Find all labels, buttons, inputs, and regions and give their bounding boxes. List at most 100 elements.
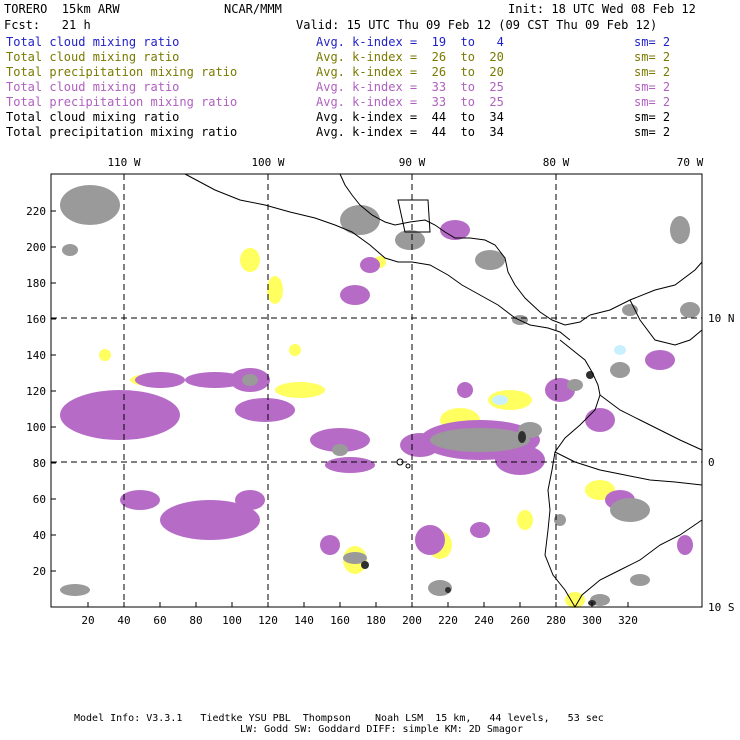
- latitude-label: 0: [708, 456, 715, 469]
- y-tick-label: 140: [26, 349, 46, 362]
- cloud-gray: [475, 250, 505, 270]
- x-tick-label: 220: [438, 614, 458, 627]
- forecast-hour: Fcst: 21 h: [4, 18, 91, 32]
- cloud-purple: [135, 372, 185, 388]
- cloud-gray: [332, 444, 348, 456]
- y-tick-label: 60: [33, 493, 46, 506]
- cloud-gray: [242, 374, 258, 386]
- cloud-cyan: [492, 395, 508, 405]
- cloud-purple: [495, 445, 545, 475]
- x-tick-label: 160: [330, 614, 350, 627]
- longitude-label: 70 W: [677, 156, 704, 169]
- cloud-gray: [60, 185, 120, 225]
- valid-time: Valid: 15 UTC Thu 09 Feb 12 (09 CST Thu …: [296, 18, 658, 32]
- legend-field: Total cloud mixing ratio: [6, 50, 180, 64]
- cloud-yellow: [267, 276, 283, 304]
- cloud-gray: [343, 552, 367, 564]
- legend-kindex: Avg. k-index = 33 to 25: [316, 95, 504, 109]
- x-tick-label: 40: [117, 614, 130, 627]
- x-tick-label: 280: [546, 614, 566, 627]
- x-tick-label: 20: [81, 614, 94, 627]
- cloud-purple: [185, 372, 245, 388]
- legend-field: Total precipitation mixing ratio: [6, 65, 238, 79]
- legend-smoothing: sm= 2: [634, 110, 671, 124]
- legend-field: Total cloud mixing ratio: [6, 80, 180, 94]
- x-tick-label: 260: [510, 614, 530, 627]
- legend-smoothing: sm= 2: [634, 65, 671, 79]
- forecast-fields: [60, 185, 700, 608]
- y-tick-label: 220: [26, 205, 46, 218]
- y-tick-label: 40: [33, 529, 46, 542]
- cloud-gray: [430, 428, 530, 452]
- cloud-gray: [680, 302, 700, 318]
- legend-kindex: Avg. k-index = 33 to 25: [316, 80, 504, 94]
- cloud-yellow: [488, 390, 532, 410]
- longitude-label: 80 W: [543, 156, 570, 169]
- cloud-cyan: [614, 345, 626, 355]
- legend-kindex: Avg. k-index = 19 to 4: [316, 35, 504, 49]
- cloud-core: [518, 431, 526, 443]
- lat-lon-grid: [51, 174, 702, 607]
- legend-kindex: Avg. k-index = 44 to 34: [316, 110, 504, 124]
- cloud-gray: [622, 304, 638, 316]
- y-tick-label: 200: [26, 241, 46, 254]
- cloud-gray: [610, 498, 650, 522]
- cloud-purple: [235, 490, 265, 510]
- x-tick-label: 240: [474, 614, 494, 627]
- x-tick-label: 200: [402, 614, 422, 627]
- longitude-label: 90 W: [399, 156, 426, 169]
- cloud-gray: [670, 216, 690, 244]
- latitude-label: 10 N: [708, 312, 735, 325]
- y-tick-label: 120: [26, 385, 46, 398]
- legend-smoothing: sm= 2: [634, 50, 671, 64]
- y-tick-label: 180: [26, 277, 46, 290]
- cloud-yellow: [517, 510, 533, 530]
- map-background: [51, 174, 702, 607]
- cloud-purple: [310, 428, 370, 452]
- cloud-purple: [415, 525, 445, 555]
- x-tick-label: 100: [222, 614, 242, 627]
- cloud-purple: [677, 535, 693, 555]
- legend-smoothing: sm= 2: [634, 35, 671, 49]
- cloud-purple: [340, 285, 370, 305]
- x-tick-label: 80: [189, 614, 202, 627]
- x-tick-label: 60: [153, 614, 166, 627]
- cloud-gray: [554, 514, 566, 526]
- cloud-yellow: [289, 344, 301, 356]
- cloud-purple: [440, 220, 470, 240]
- cloud-yellow: [240, 248, 260, 272]
- axes: 20 40 60 80 100 120 140 160 180 200 220 240 260 280 30…: [26, 156, 734, 627]
- coastlines: [184, 173, 703, 608]
- longitude-label: 110 W: [107, 156, 140, 169]
- model-title: TORERO 15km ARW: [4, 2, 120, 16]
- legend-kindex: Avg. k-index = 26 to 20: [316, 50, 504, 64]
- cloud-purple: [235, 398, 295, 422]
- legend-kindex: Avg. k-index = 44 to 34: [316, 125, 504, 139]
- cloud-gray: [60, 584, 90, 596]
- x-tick-label: 180: [366, 614, 386, 627]
- cloud-gray: [395, 230, 425, 250]
- cloud-purple: [160, 500, 260, 540]
- physics-info: LW: Godd SW: Goddard DIFF: simple KM: 2D…: [240, 724, 523, 735]
- y-tick-label: 160: [26, 313, 46, 326]
- legend-smoothing: sm= 2: [634, 125, 671, 139]
- cloud-purple: [645, 350, 675, 370]
- cloud-gray: [567, 379, 583, 391]
- cloud-purple: [60, 390, 180, 440]
- cloud-yellow: [99, 349, 111, 361]
- init-time: Init: 18 UTC Wed 08 Feb 12: [508, 2, 696, 16]
- cloud-purple: [360, 257, 380, 273]
- center-name: NCAR/MMM: [224, 2, 282, 16]
- cloud-purple: [457, 382, 473, 398]
- legend-smoothing: sm= 2: [634, 95, 671, 109]
- cloud-purple: [320, 535, 340, 555]
- cloud-gray: [610, 362, 630, 378]
- x-tick-label: 300: [582, 614, 602, 627]
- cloud-purple: [120, 490, 160, 510]
- cloud-yellow: [565, 592, 585, 608]
- cloud-gray: [62, 244, 78, 256]
- cloud-core: [361, 561, 369, 569]
- y-tick-label: 80: [33, 457, 46, 470]
- x-tick-label: 120: [258, 614, 278, 627]
- legend-kindex: Avg. k-index = 26 to 20: [316, 65, 504, 79]
